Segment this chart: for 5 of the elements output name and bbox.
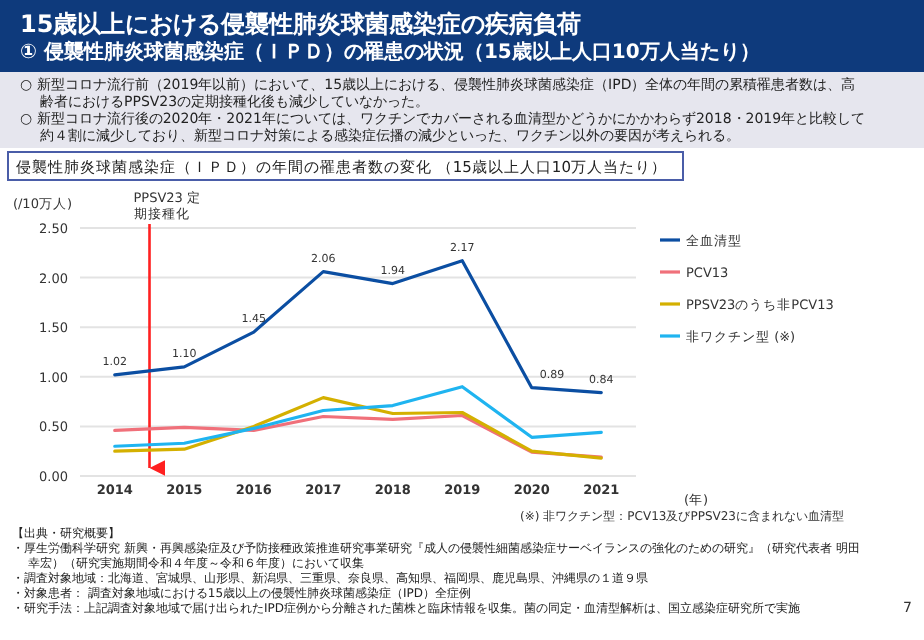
line-series xyxy=(113,413,603,459)
line-series xyxy=(113,385,603,448)
chart-title: 15歳以上における侵襲性肺炎球菌感染症の疾病負荷 xyxy=(20,10,582,38)
line-series xyxy=(113,396,603,460)
chart-subtitle: ① 侵襲性肺炎球菌感染症（ＩＰＤ）の罹患の状況（15歳以上人口10万人当たり） xyxy=(20,40,760,64)
